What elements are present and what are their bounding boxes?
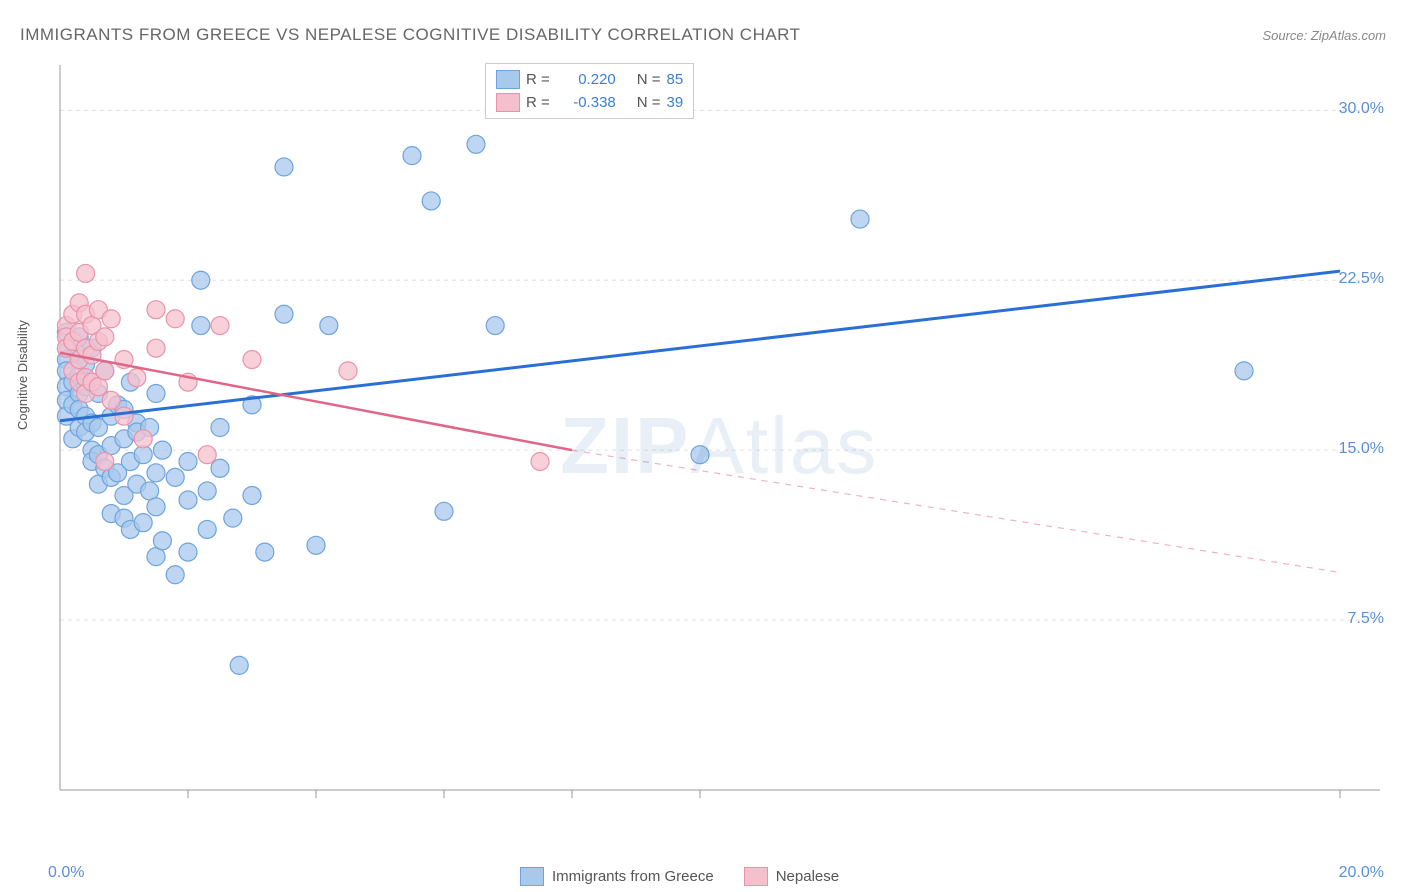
chart-title: IMMIGRANTS FROM GREECE VS NEPALESE COGNI… — [20, 25, 801, 45]
legend-item-greece: Immigrants from Greece — [520, 867, 714, 886]
swatch-greece-icon — [520, 867, 544, 886]
n-value-nepalese: 39 — [667, 94, 684, 111]
y-tick-label: 30.0% — [1339, 100, 1384, 118]
r-value-nepalese: -0.338 — [556, 94, 616, 111]
x-axis-min: 0.0% — [48, 864, 84, 882]
legend-series: Immigrants from Greece Nepalese — [520, 867, 839, 886]
legend-item-nepalese: Nepalese — [744, 867, 839, 886]
n-label: N = — [637, 94, 661, 111]
r-value-greece: 0.220 — [556, 71, 616, 88]
r-label: R = — [526, 71, 550, 88]
n-label: N = — [637, 71, 661, 88]
swatch-nepalese-icon — [744, 867, 768, 886]
y-tick-label: 7.5% — [1348, 610, 1384, 628]
swatch-nepalese — [496, 93, 520, 112]
legend-correlation: R = 0.220 N = 85 R = -0.338 N = 39 — [485, 63, 694, 119]
source-label: Source: ZipAtlas.com — [1262, 28, 1386, 43]
r-label: R = — [526, 94, 550, 111]
legend-row-nepalese: R = -0.338 N = 39 — [496, 91, 683, 114]
legend-label-greece: Immigrants from Greece — [552, 868, 714, 885]
swatch-greece — [496, 70, 520, 89]
n-value-greece: 85 — [667, 71, 684, 88]
y-tick-label: 15.0% — [1339, 440, 1384, 458]
y-tick-label: 22.5% — [1339, 270, 1384, 288]
scatter-chart — [50, 60, 1390, 820]
chart-area — [50, 60, 1390, 820]
legend-row-greece: R = 0.220 N = 85 — [496, 68, 683, 91]
legend-label-nepalese: Nepalese — [776, 868, 839, 885]
y-axis-label: Cognitive Disability — [15, 320, 30, 430]
x-axis-max: 20.0% — [1339, 864, 1384, 882]
